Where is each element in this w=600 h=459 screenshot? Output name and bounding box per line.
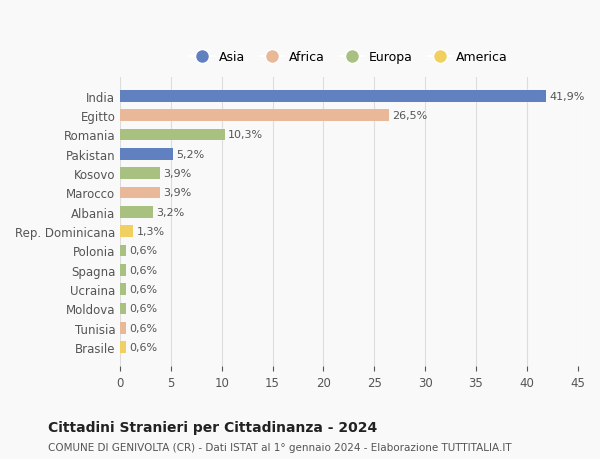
Bar (120, 303, 126, 314)
Text: 0,6%: 0,6% (129, 323, 157, 333)
Bar (120, 149, 173, 160)
Text: COMUNE DI GENIVOLTA (CR) - Dati ISTAT al 1° gennaio 2024 - Elaborazione TUTTITAL: COMUNE DI GENIVOLTA (CR) - Dati ISTAT al… (48, 442, 512, 452)
Bar (120, 91, 546, 102)
Text: 3,2%: 3,2% (155, 207, 184, 217)
Text: 0,6%: 0,6% (129, 246, 157, 256)
Legend: Asia, Africa, Europa, America: Asia, Africa, Europa, America (185, 46, 513, 69)
Text: 3,9%: 3,9% (163, 169, 191, 179)
Bar (120, 129, 225, 141)
Bar (120, 110, 389, 122)
Bar (120, 207, 152, 218)
Bar (120, 341, 126, 353)
Text: 0,6%: 0,6% (129, 342, 157, 353)
Text: Cittadini Stranieri per Cittadinanza - 2024: Cittadini Stranieri per Cittadinanza - 2… (48, 420, 377, 434)
Text: 0,6%: 0,6% (129, 265, 157, 275)
Text: 5,2%: 5,2% (176, 150, 204, 159)
Text: 41,9%: 41,9% (549, 91, 584, 101)
Bar (120, 322, 126, 334)
Bar (120, 245, 126, 257)
Text: 26,5%: 26,5% (392, 111, 428, 121)
Bar (120, 187, 160, 199)
Text: 1,3%: 1,3% (136, 227, 164, 236)
Text: 0,6%: 0,6% (129, 304, 157, 314)
Text: 0,6%: 0,6% (129, 285, 157, 295)
Text: 3,9%: 3,9% (163, 188, 191, 198)
Bar (120, 264, 126, 276)
Bar (120, 226, 133, 237)
Bar (120, 284, 126, 295)
Text: 10,3%: 10,3% (228, 130, 263, 140)
Bar (120, 168, 160, 179)
